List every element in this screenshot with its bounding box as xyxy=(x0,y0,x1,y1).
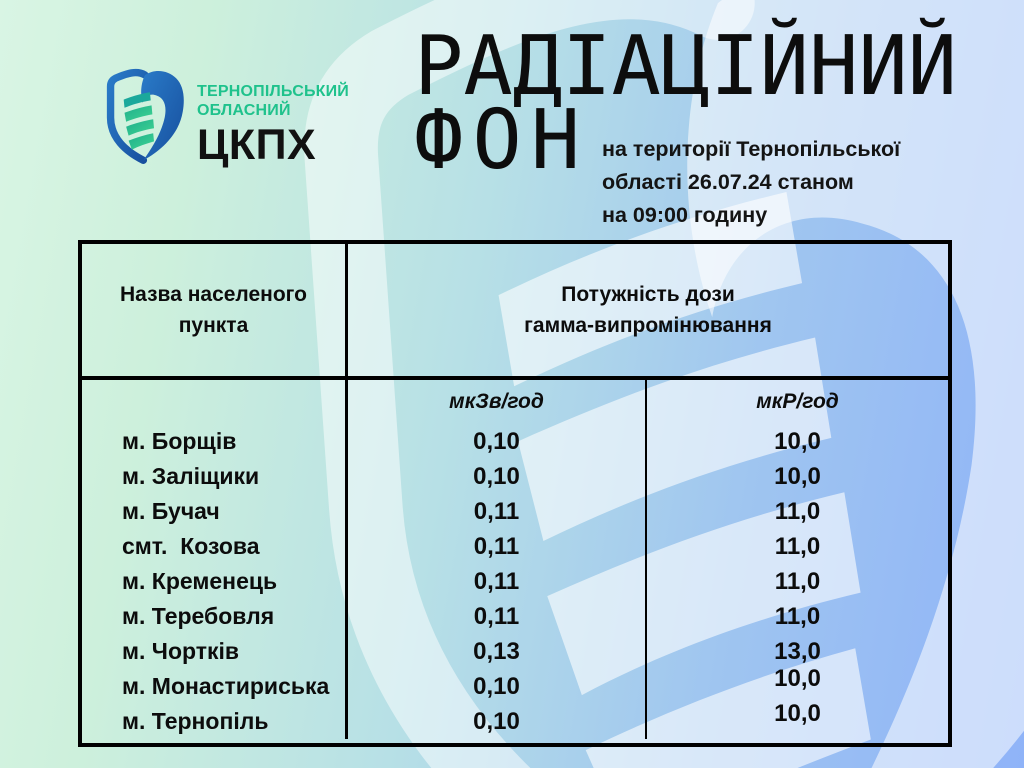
org-name-line2: ОБЛАСНИЙ xyxy=(197,102,291,119)
column-ur-values: мкР/год 10,0 10,0 11,0 11,0 11,0 11,0 13… xyxy=(647,380,948,739)
dose-header-line2: гамма-випромінювання xyxy=(524,314,772,337)
dose-header-line1: Потужність дози xyxy=(561,283,735,306)
settlement-header-line1: Назва населеного xyxy=(120,283,307,306)
org-logo-text: ТЕРНОПІЛЬСЬКИЙ ОБЛАСНИЙ ЦКПХ xyxy=(197,82,350,169)
unit-spacer xyxy=(82,380,345,424)
table-header-row: Назва населеного пункта Потужність дози … xyxy=(82,244,948,380)
usv-value: 0,11 xyxy=(473,602,520,630)
subtitle-line2: області 26.07.24 станом xyxy=(602,170,854,194)
subtitle-line3: на 09:00 годину xyxy=(602,203,768,227)
page-subtitle: на території Тернопільської області 26.0… xyxy=(602,133,982,232)
subtitle-line1: на території Тернопільської xyxy=(602,137,901,161)
unit-label-ur: мкР/год xyxy=(756,390,839,413)
usv-value: 0,11 xyxy=(473,532,520,560)
table-row-name: м. Тернопіль xyxy=(122,708,269,734)
ur-value: 10,0 xyxy=(774,699,821,727)
settlement-header-line2: пункта xyxy=(178,314,249,337)
table-row-name: м. Монастириська xyxy=(122,673,330,699)
table-row-name: м. Заліщики xyxy=(122,463,260,489)
page-title-line2: ФОН xyxy=(414,93,590,188)
ur-value: 11,0 xyxy=(774,602,821,630)
table-body: м. Борщів м. Заліщики м. Бучач смт. Козо… xyxy=(82,380,948,739)
ur-value: 10,0 xyxy=(774,427,821,455)
org-shield-logo-icon xyxy=(106,68,184,164)
usv-value: 0,11 xyxy=(473,567,520,595)
usv-value: 0,10 xyxy=(473,672,520,700)
table-row-name: м. Кременець xyxy=(122,568,278,594)
table-row-name: м. Чортків xyxy=(122,638,240,664)
usv-value: 0,10 xyxy=(473,462,520,490)
ur-value: 10,0 xyxy=(774,462,821,490)
column-header-settlement: Назва населеного пункта xyxy=(82,244,348,376)
ur-value: 11,0 xyxy=(774,532,821,560)
usv-value: 0,13 xyxy=(473,637,520,665)
column-usv-values: мкЗв/год 0,10 0,10 0,11 0,11 0,11 0,11 0… xyxy=(348,380,647,739)
radiation-table: Назва населеного пункта Потужність дози … xyxy=(78,240,952,747)
unit-label-usv: мкЗв/год xyxy=(449,390,544,413)
table-row-name: м. Борщів xyxy=(122,428,237,454)
usv-value: 0,10 xyxy=(473,427,520,455)
org-name-line1: ТЕРНОПІЛЬСЬКИЙ xyxy=(197,83,350,100)
table-row-name: м. Теребовля xyxy=(122,603,275,629)
column-settlement-names: м. Борщів м. Заліщики м. Бучач смт. Козо… xyxy=(82,380,348,739)
usv-value: 0,11 xyxy=(473,497,520,525)
ur-value: 11,0 xyxy=(774,497,821,525)
usv-value: 0,10 xyxy=(473,707,520,735)
ur-value: 11,0 xyxy=(774,567,821,595)
table-row-name: м. Бучач xyxy=(122,498,220,524)
column-header-dose: Потужність дози гамма-випромінювання xyxy=(348,244,948,376)
table-row-name: смт. Козова xyxy=(122,533,260,559)
org-acronym: ЦКПХ xyxy=(197,121,317,169)
ur-value: 10,0 xyxy=(774,664,821,692)
